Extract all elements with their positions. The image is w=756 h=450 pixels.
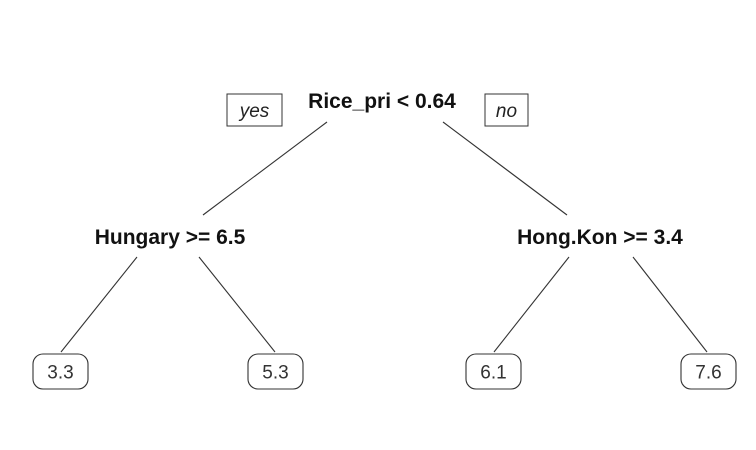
root-split-label: Rice_pri < 0.64: [308, 90, 456, 113]
leaf-value: 7.6: [695, 363, 721, 384]
edge-root-left: [202, 121, 328, 216]
edge-root-right: [442, 121, 568, 216]
leaf-node: 3.3: [32, 353, 89, 390]
leaf-node: 5.3: [247, 353, 304, 390]
yes-label: yes: [238, 101, 270, 122]
right-split-label: Hong.Kon >= 3.4: [517, 226, 683, 249]
leaf-value: 5.3: [262, 363, 288, 384]
no-label: no: [496, 101, 517, 122]
no-label-box: no: [484, 93, 529, 127]
leaf-node: 6.1: [465, 353, 522, 390]
yes-label-box: yes: [226, 93, 283, 127]
leaf-value: 3.3: [47, 363, 73, 384]
edge-left-leaf2: [198, 256, 276, 353]
leaf-node: 7.6: [680, 353, 737, 390]
left-split-label: Hungary >= 6.5: [95, 226, 246, 249]
edge-right-leaf4: [632, 256, 708, 353]
edge-right-leaf3: [493, 256, 570, 353]
leaf-value: 6.1: [480, 363, 506, 384]
edge-left-leaf1: [60, 256, 138, 353]
